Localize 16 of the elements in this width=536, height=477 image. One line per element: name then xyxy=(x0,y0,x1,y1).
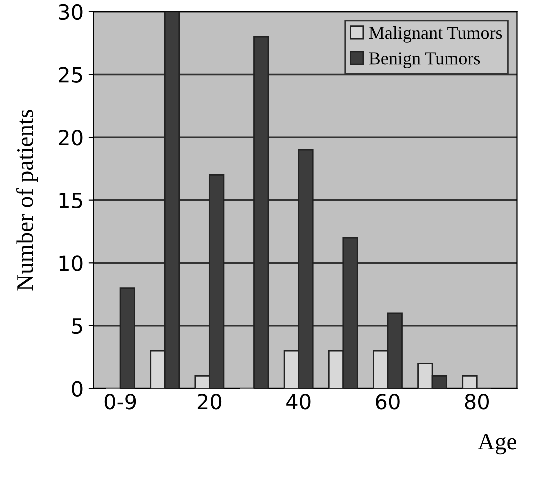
legend-label: Benign Tumors xyxy=(369,52,480,68)
legend-label: Malignant Tumors xyxy=(369,26,502,43)
y-axis-title: Number of patients xyxy=(16,110,38,291)
x-tick-label: 40 xyxy=(286,394,311,410)
y-tick-label: 30 xyxy=(59,4,83,20)
x-axis-title: Age xyxy=(478,434,516,455)
y-tick-label: 0 xyxy=(72,381,83,397)
y-tick-label: 25 xyxy=(59,67,82,83)
x-tick-label: 80 xyxy=(465,394,489,410)
x-tick-label: 60 xyxy=(376,394,400,410)
y-tick-label: 20 xyxy=(59,130,83,146)
y-tick-label: 5 xyxy=(72,318,82,334)
y-tick-label: 15 xyxy=(60,193,82,209)
y-tick-label: 10 xyxy=(60,256,83,272)
x-tick-label: 0-9 xyxy=(104,394,136,410)
x-tick-label: 20 xyxy=(198,394,222,410)
